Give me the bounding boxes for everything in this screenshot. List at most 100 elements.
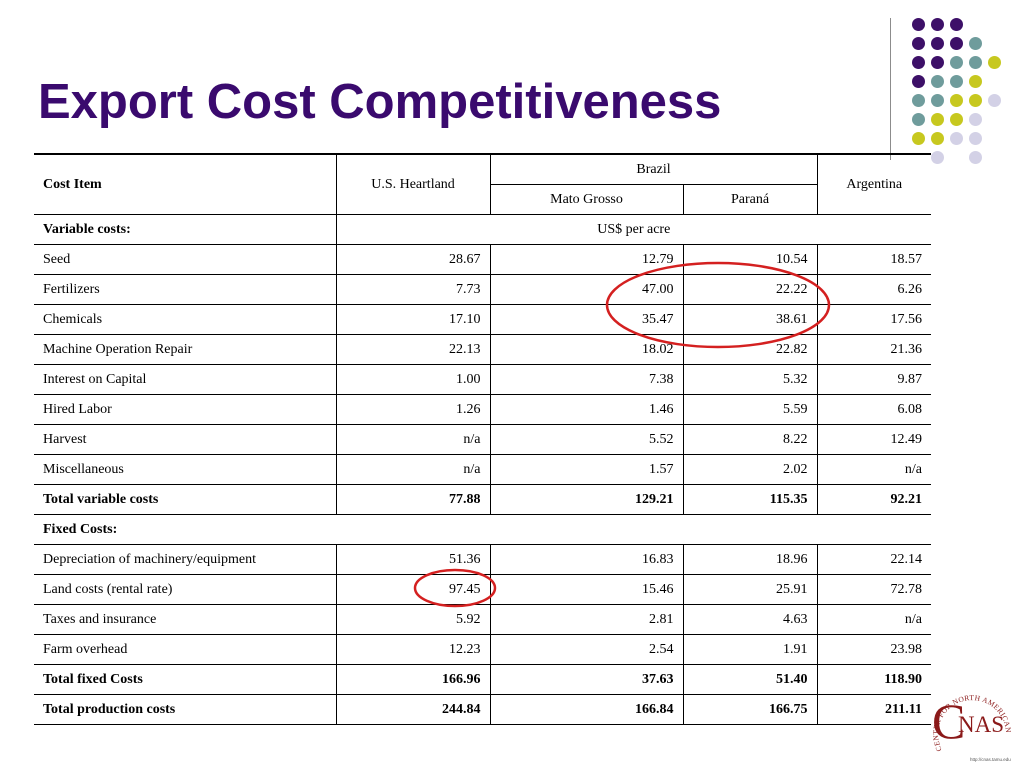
cell-pr: 38.61 xyxy=(683,304,818,335)
cell-item: Machine Operation Repair xyxy=(34,334,337,365)
cell-mg: 1.46 xyxy=(490,394,684,425)
table-row: Depreciation of machinery/equipment 51.36… xyxy=(34,544,931,575)
cell-mg: 1.57 xyxy=(490,454,684,485)
table-row: Machine Operation Repair 22.13 18.02 22.82 2… xyxy=(34,334,931,365)
cnas-logo: CENTER FOR NORTH AMERICAN STUDIES C NAS … xyxy=(912,672,1013,762)
decorative-dot xyxy=(950,132,963,145)
cell-us: 5.92 xyxy=(336,604,491,635)
decorative-dot xyxy=(912,18,925,31)
cell-pr: 5.59 xyxy=(683,394,818,425)
cell-pr: 8.22 xyxy=(683,424,818,455)
decorative-dot xyxy=(950,56,963,69)
decorative-dot xyxy=(969,75,982,88)
cell-us: 244.84 xyxy=(336,694,491,725)
cell-ar: 17.56 xyxy=(817,304,931,335)
decorative-dot xyxy=(931,37,944,50)
header-argentina: Argentina xyxy=(817,153,931,215)
logo-letters-nas: NAS xyxy=(958,712,1004,737)
header-us-heartland: U.S. Heartland xyxy=(336,153,491,215)
cell-pr: 166.75 xyxy=(683,694,818,725)
cell-ar: 211.11 xyxy=(817,694,931,725)
decorative-dot xyxy=(931,113,944,126)
decorative-dot xyxy=(988,94,1001,107)
decorative-dot xyxy=(931,132,944,145)
cell-ar: 12.49 xyxy=(817,424,931,455)
cell-us: 97.45 xyxy=(336,574,491,605)
cell-mg: 18.02 xyxy=(490,334,684,365)
table-row: Hired Labor 1.26 1.46 5.59 6.08 xyxy=(34,394,931,425)
cell-us: 1.00 xyxy=(336,364,491,395)
decorative-dot xyxy=(969,56,982,69)
cell-pr: 4.63 xyxy=(683,604,818,635)
cell-ar: 9.87 xyxy=(817,364,931,395)
cell-us: n/a xyxy=(336,454,491,485)
section-label-fixed: Fixed Costs: xyxy=(34,514,931,545)
decorative-dot xyxy=(988,56,1001,69)
cell-ar: 72.78 xyxy=(817,574,931,605)
decorative-dot xyxy=(969,151,982,164)
cell-item: Chemicals xyxy=(34,304,337,335)
cell-pr: 1.91 xyxy=(683,634,818,665)
decorative-dot xyxy=(912,75,925,88)
decorative-dot xyxy=(931,18,944,31)
cell-ar: 21.36 xyxy=(817,334,931,365)
cell-item: Seed xyxy=(34,244,337,275)
total-production-row: Total production costs 244.84 166.84 166.75… xyxy=(34,694,931,725)
decorative-dot xyxy=(912,94,925,107)
table-row: Land costs (rental rate) 97.45 15.46 25.91 7… xyxy=(34,574,931,605)
cell-item: Total production costs xyxy=(34,694,337,725)
decorative-dot xyxy=(912,132,925,145)
logo-letter-c: C xyxy=(932,693,965,749)
total-fixed-row: Total fixed Costs 166.96 37.63 51.40 118.90 xyxy=(34,664,931,695)
cell-ar: n/a xyxy=(817,454,931,485)
table-header-row-2: Mato Grosso Paraná xyxy=(34,184,931,215)
decorative-dot xyxy=(912,37,925,50)
section-label-variable: Variable costs: xyxy=(34,214,337,245)
cell-mg: 2.54 xyxy=(490,634,684,665)
decorative-dot xyxy=(912,56,925,69)
table-row: Interest on Capital 1.00 7.38 5.32 9.87 xyxy=(34,364,931,395)
decorative-dot xyxy=(912,113,925,126)
cell-us: 1.26 xyxy=(336,394,491,425)
decorative-dot xyxy=(950,94,963,107)
cell-pr: 10.54 xyxy=(683,244,818,275)
cell-us: 77.88 xyxy=(336,484,491,515)
decorative-dot xyxy=(969,132,982,145)
cell-ar: 6.08 xyxy=(817,394,931,425)
decorative-dot xyxy=(931,94,944,107)
cell-mg: 37.63 xyxy=(490,664,684,695)
cell-pr: 22.82 xyxy=(683,334,818,365)
table-row: Harvest n/a 5.52 8.22 12.49 xyxy=(34,424,931,455)
decorative-dot xyxy=(931,75,944,88)
table-row: Miscellaneous n/a 1.57 2.02 n/a xyxy=(34,454,931,485)
cell-item: Harvest xyxy=(34,424,337,455)
cell-us: n/a xyxy=(336,424,491,455)
cell-pr: 2.02 xyxy=(683,454,818,485)
cell-ar: 18.57 xyxy=(817,244,931,275)
cell-item: Land costs (rental rate) xyxy=(34,574,337,605)
decorative-dot xyxy=(950,75,963,88)
header-parana: Paraná xyxy=(683,184,818,215)
cell-mg: 166.84 xyxy=(490,694,684,725)
cell-ar: 118.90 xyxy=(817,664,931,695)
cell-us: 17.10 xyxy=(336,304,491,335)
header-brazil: Brazil xyxy=(490,153,818,185)
units-label: US$ per acre xyxy=(336,214,931,245)
header-cost-item: Cost Item xyxy=(34,153,337,215)
cell-ar: 23.98 xyxy=(817,634,931,665)
slide-title: Export Cost Competitiveness xyxy=(38,75,722,129)
cell-pr: 51.40 xyxy=(683,664,818,695)
cell-item: Total variable costs xyxy=(34,484,337,515)
cell-item: Miscellaneous xyxy=(34,454,337,485)
cell-us: 22.13 xyxy=(336,334,491,365)
decorative-dot xyxy=(950,37,963,50)
decorative-divider-line xyxy=(890,18,891,160)
logo-url: http://cnas.tamu.edu xyxy=(970,757,1011,762)
cell-mg: 12.79 xyxy=(490,244,684,275)
cell-us: 51.36 xyxy=(336,544,491,575)
cell-mg: 47.00 xyxy=(490,274,684,305)
cell-ar: 6.26 xyxy=(817,274,931,305)
cell-us: 166.96 xyxy=(336,664,491,695)
cell-pr: 115.35 xyxy=(683,484,818,515)
cell-pr: 5.32 xyxy=(683,364,818,395)
